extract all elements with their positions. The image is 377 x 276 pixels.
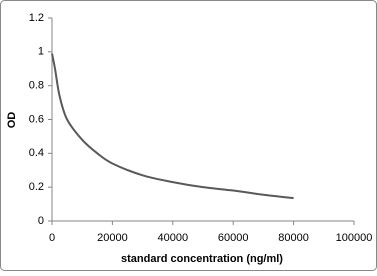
x-tick-label: 60000 xyxy=(218,232,249,244)
x-tick-label: 20000 xyxy=(97,232,128,244)
x-tick-label: 80000 xyxy=(278,232,309,244)
y-tick-label: 0.8 xyxy=(29,80,44,92)
y-tick-label: 1.2 xyxy=(29,12,44,24)
x-tick-label: 100000 xyxy=(336,232,373,244)
y-axis-title: OD xyxy=(6,112,18,129)
x-axis-title: standard concentration (ng/ml) xyxy=(121,253,283,265)
y-tick-label: 0.4 xyxy=(29,147,44,159)
y-tick-label: 0 xyxy=(38,215,44,227)
x-tick-label: 40000 xyxy=(158,232,189,244)
y-tick-label: 0.6 xyxy=(29,113,44,125)
data-line xyxy=(51,53,294,200)
x-tick-label: 0 xyxy=(49,232,55,244)
y-tick-label: 1 xyxy=(38,46,44,58)
y-tick-label: 0.2 xyxy=(29,181,44,193)
